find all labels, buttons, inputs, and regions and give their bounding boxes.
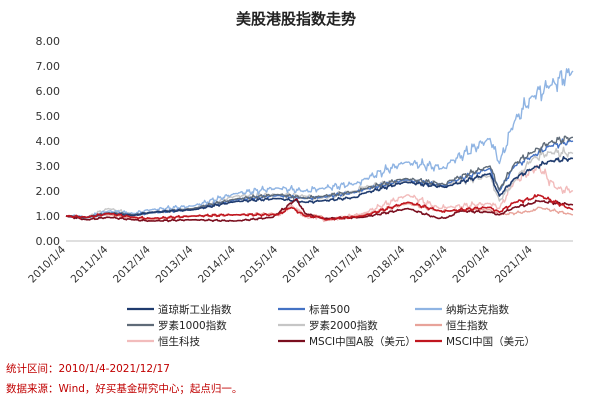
x-tick-label: 2018/1/4 — [366, 243, 408, 285]
y-tick-label: 5.00 — [36, 110, 61, 123]
y-tick-label: 6.00 — [36, 85, 61, 98]
series-line-8 — [65, 194, 574, 221]
footnote-data-source: 数据来源：Wind，好买基金研究中心；起点归一。 — [6, 383, 243, 395]
x-tick-label: 2017/1/4 — [323, 243, 365, 285]
legend-label: 罗素2000指数 — [309, 319, 378, 332]
y-tick-label: 2.00 — [36, 185, 61, 198]
series-line-2 — [66, 68, 574, 219]
y-axis-ticks: 0.00 1.00 2.00 3.00 4.00 5.00 6.00 7.00 8.00 — [36, 35, 61, 248]
y-tick-label: 4.00 — [36, 135, 61, 148]
x-tick-label: 2011/1/4 — [69, 243, 111, 285]
y-tick-label: 1.00 — [36, 210, 61, 223]
legend-label: 罗素1000指数 — [158, 319, 227, 332]
y-tick-label: 3.00 — [36, 160, 61, 173]
legend-label: MSCI中国A股（美元） — [309, 335, 416, 348]
legend-label: 标普500 — [309, 303, 350, 316]
series-line-0 — [65, 156, 574, 219]
x-tick-label: 2019/1/4 — [408, 243, 450, 285]
plot-area — [65, 68, 574, 223]
x-tick-label: 2021/1/4 — [493, 243, 535, 285]
y-tick-label: 7.00 — [36, 60, 61, 73]
x-tick-label: 2015/1/4 — [238, 243, 280, 285]
series-line-3 — [65, 135, 574, 219]
legend-label: MSCI中国（美元） — [446, 335, 535, 348]
x-tick-label: 2020/1/4 — [450, 243, 492, 285]
legend-label: 道琼斯工业指数 — [158, 303, 232, 316]
legend-label: 纳斯达克指数 — [446, 303, 509, 316]
x-tick-label: 2016/1/4 — [281, 243, 323, 285]
y-tick-label: 0.00 — [36, 235, 61, 248]
y-tick-label: 8.00 — [36, 35, 61, 48]
x-tick-label: 2012/1/4 — [111, 243, 153, 285]
x-axis: 2010/1/4 2011/1/4 2012/1/4 2013/1/4 2014/1/4… — [26, 240, 573, 285]
chart-title: 美股港股指数走势 — [236, 10, 356, 28]
legend-label: 恒生指数 — [446, 319, 488, 332]
x-tick-label: 2013/1/4 — [154, 243, 196, 285]
footnote-date-range: 统计区间：2010/1/4-2021/12/17 — [6, 363, 170, 375]
series-line-1 — [66, 138, 574, 219]
x-tick-label: 2014/1/4 — [196, 243, 238, 285]
x-tick-label: 2010/1/4 — [26, 243, 68, 285]
legend-label: 恒生科技 — [158, 335, 200, 348]
